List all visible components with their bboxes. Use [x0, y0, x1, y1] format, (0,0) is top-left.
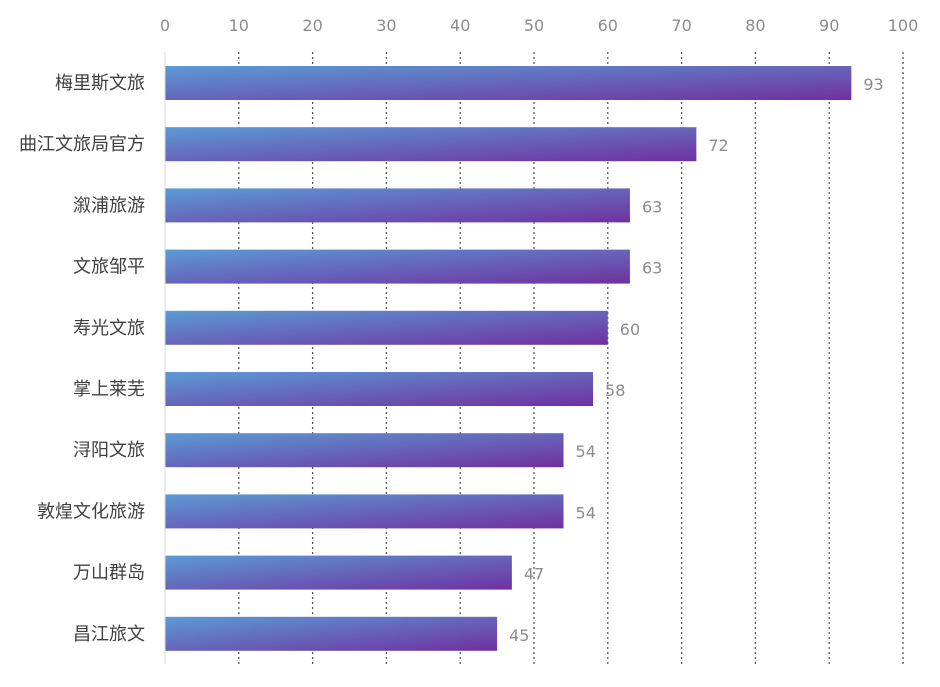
bar: [165, 433, 564, 468]
bar: [165, 249, 630, 284]
category-label: 浔阳文旅: [73, 440, 145, 461]
value-label: 45: [509, 626, 529, 645]
value-label: 54: [576, 442, 596, 461]
bar: [165, 66, 852, 100]
x-tick-label: 10: [229, 16, 249, 35]
x-tick-label: 50: [524, 16, 544, 35]
x-tick-label: 0: [160, 16, 170, 35]
bar: [165, 555, 512, 590]
x-tick-label: 90: [819, 16, 839, 35]
value-label: 72: [708, 136, 728, 155]
value-labels: 93 72 63 63 60 58 54 54 47 45: [509, 75, 884, 645]
bar: [165, 494, 564, 529]
category-label: 昌江旅文: [73, 624, 145, 645]
bar: [165, 372, 594, 406]
x-tick-label: 100: [888, 16, 919, 35]
x-tick-label: 20: [302, 16, 322, 35]
x-tick-label: 30: [376, 16, 396, 35]
value-label: 93: [863, 75, 883, 94]
category-label: 溆浦旅游: [73, 195, 145, 216]
bar: [165, 616, 498, 651]
category-label: 曲江文旅局官方: [19, 134, 145, 155]
x-axis-ticks: 0 10 20 30 40 50 60 70 80 90 100: [160, 16, 918, 35]
value-label: 54: [576, 503, 596, 522]
value-label: 63: [642, 259, 662, 278]
bar: [165, 188, 630, 223]
category-label: 寿光文旅: [73, 318, 145, 339]
category-label: 文旅邹平: [73, 257, 145, 278]
category-label: 梅里斯文旅: [55, 73, 145, 94]
bar: [165, 127, 697, 162]
x-tick-label: 80: [745, 16, 765, 35]
category-label: 敦煌文化旅游: [37, 501, 145, 522]
x-tick-label: 60: [598, 16, 618, 35]
value-label: 58: [605, 381, 625, 400]
value-label: 47: [524, 565, 544, 584]
bar: [165, 310, 608, 345]
x-tick-label: 70: [671, 16, 691, 35]
category-label: 万山群岛: [73, 563, 145, 584]
category-label: 掌上莱芜: [73, 379, 145, 400]
x-tick-label: 40: [450, 16, 470, 35]
category-labels: 梅里斯文旅曲江文旅局官方溆浦旅游文旅邹平寿光文旅掌上莱芜浔阳文旅敦煌文化旅游万山…: [19, 73, 145, 645]
value-label: 63: [642, 197, 662, 216]
bars: [165, 66, 852, 651]
value-label: 60: [620, 320, 640, 339]
